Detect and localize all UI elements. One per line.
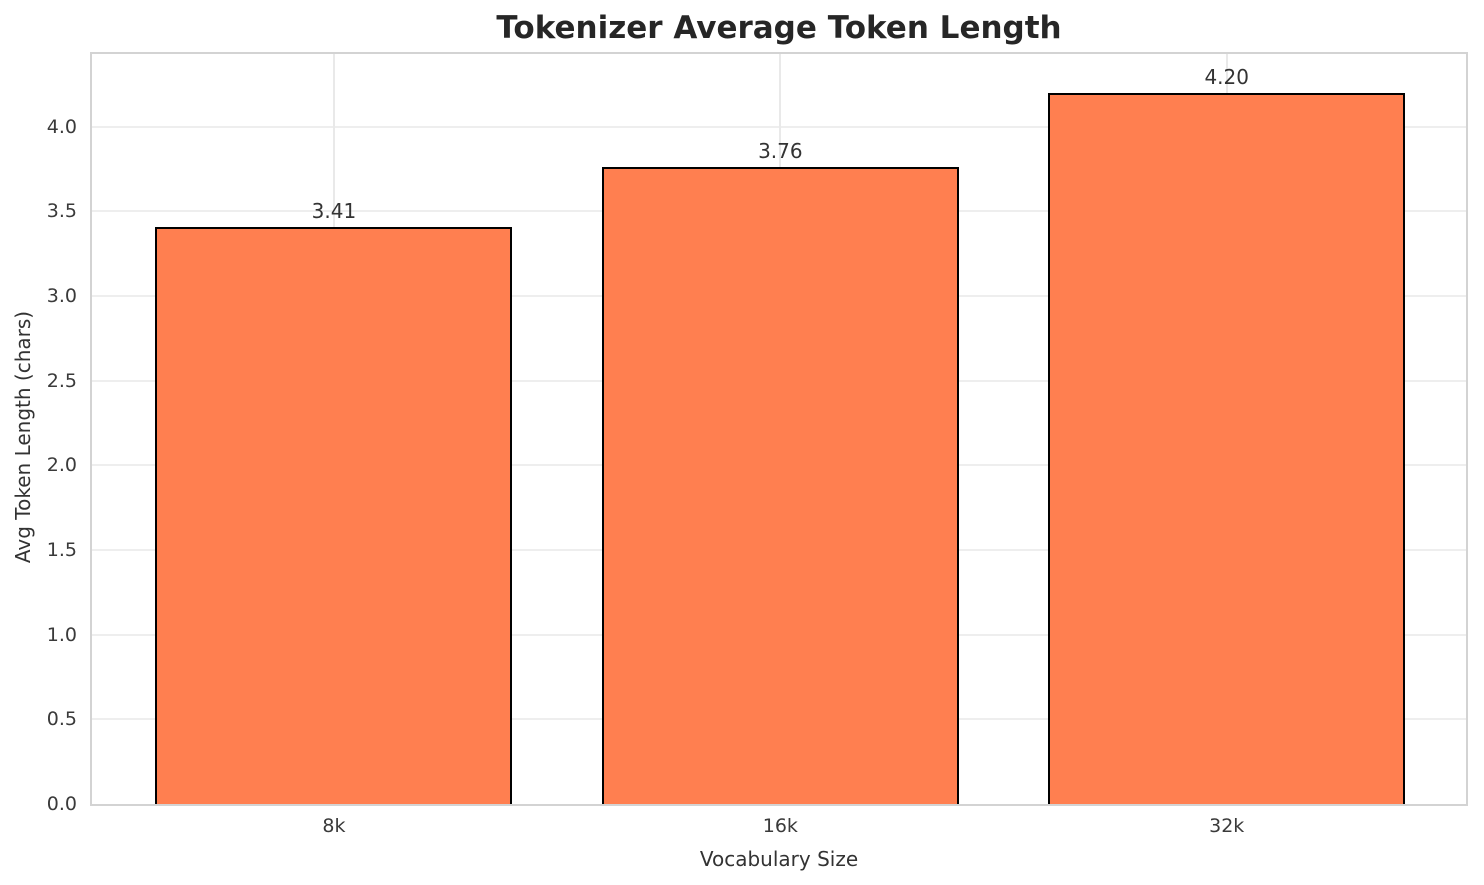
y-tick-label: 0.0 — [46, 793, 77, 815]
y-tick-label: 0.5 — [46, 708, 77, 731]
bar-16k — [601, 167, 959, 804]
x-axis-tick-labels: 8k 16k 32k — [92, 813, 1466, 841]
bar-32k — [1048, 92, 1406, 804]
bar-value-label: 3.41 — [311, 198, 357, 223]
y-tick-label: 1.5 — [46, 539, 77, 562]
x-tick-label-32k: 32k — [1209, 815, 1245, 837]
y-axis-tick-labels: 0.0 0.5 1.0 1.5 2.0 2.5 3.0 3.5 4.0 — [0, 54, 77, 815]
y-tick-label: 1.0 — [46, 623, 77, 646]
y-tick-label: 3.5 — [46, 200, 77, 223]
y-tick-label: 2.5 — [46, 369, 77, 392]
plot-area: 3.41 3.76 4.20 — [90, 52, 1468, 806]
x-axis-label: Vocabulary Size — [699, 847, 859, 871]
x-tick-label-8k: 8k — [322, 815, 346, 837]
bar-8k — [155, 226, 513, 804]
chart-title: Tokenizer Average Token Length — [496, 10, 1062, 46]
x-tick-label-16k: 16k — [762, 815, 798, 837]
y-tick-label: 4.0 — [46, 115, 77, 138]
y-tick-label: 3.0 — [46, 285, 77, 308]
horizontal-gridline — [92, 125, 1466, 128]
bar-value-label: 3.76 — [758, 139, 803, 164]
y-tick-label: 2.0 — [46, 454, 77, 477]
bar-value-label: 4.20 — [1204, 64, 1249, 89]
